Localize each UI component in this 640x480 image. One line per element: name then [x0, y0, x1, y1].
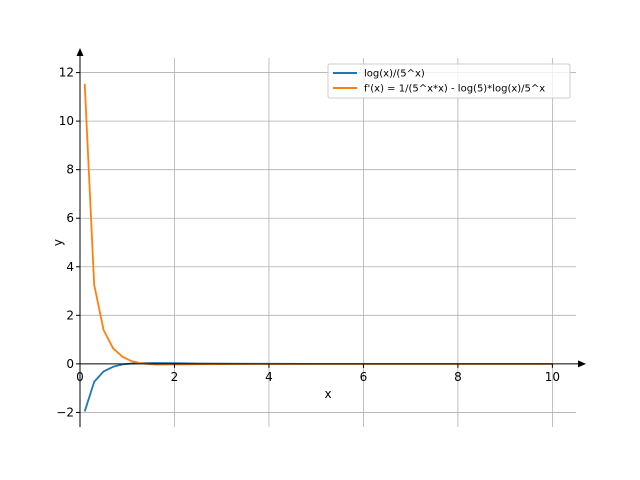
y-tick-label: 0: [66, 357, 74, 371]
y-tick-label: −2: [56, 405, 74, 419]
legend: log(x)/(5^x) f'(x) = 1/(5^x*x) - log(5)*…: [327, 63, 571, 99]
grid: [80, 58, 576, 427]
series-line-1: [83, 362, 553, 412]
y-tick-label: 6: [66, 211, 74, 225]
x-tick-label: 8: [454, 370, 462, 384]
x-tick-label: 0: [76, 370, 84, 384]
x-axis-arrow: [578, 360, 586, 368]
x-tick-label: 2: [171, 370, 179, 384]
y-axis-label: y: [51, 239, 65, 246]
y-tick-label: 2: [66, 308, 74, 322]
x-tick-label: 4: [265, 370, 273, 384]
x-tick-label: 10: [545, 370, 560, 384]
y-tick-label: 10: [59, 114, 74, 128]
legend-label-series-1: log(x)/(5^x): [364, 69, 425, 80]
ticks: 0 2 4 6 8 10 −2 0 2 4 6 8 10 12: [56, 66, 560, 420]
legend-label-series-2: f'(x) = 1/(5^x*x) - log(5)*log(x)/5^x: [364, 84, 545, 95]
y-axis-arrow: [76, 48, 84, 56]
series-line-2: [83, 83, 553, 366]
y-tick-label: 4: [66, 260, 74, 274]
series-lines: [83, 83, 553, 412]
legend-box: [327, 63, 571, 99]
y-tick-label: 12: [59, 66, 74, 80]
axes: [76, 48, 586, 427]
x-axis-label: x: [324, 387, 331, 401]
x-tick-label: 6: [360, 370, 368, 384]
y-tick-label: 8: [66, 163, 74, 177]
